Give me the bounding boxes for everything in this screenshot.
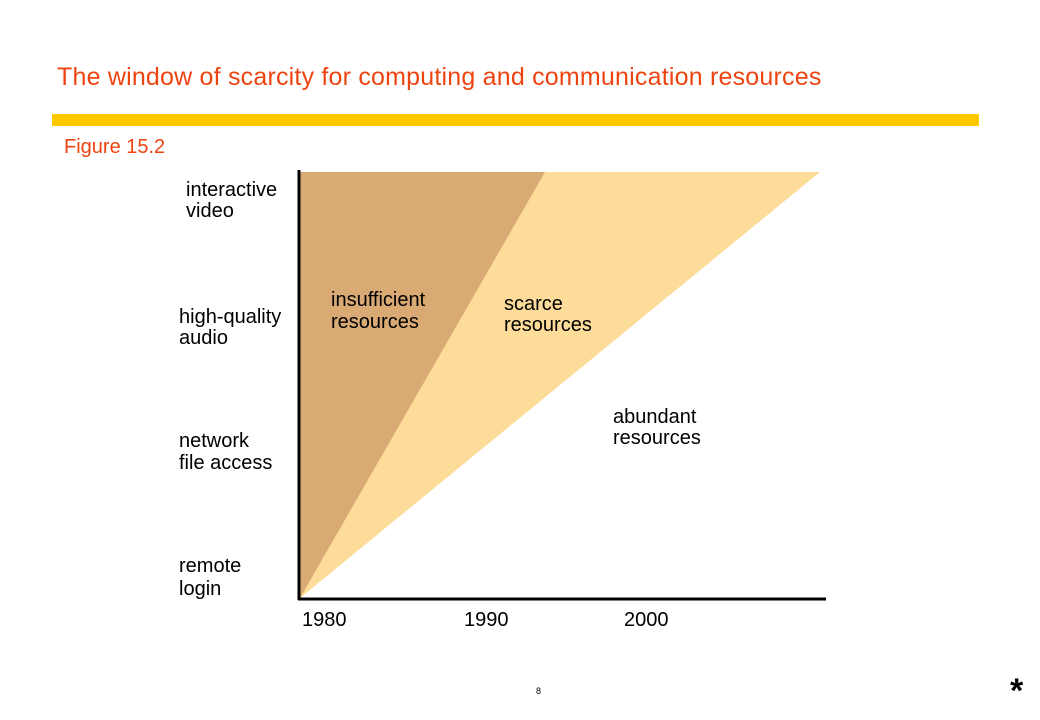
region-label-abundant-line1: abundant [613,406,697,428]
y-label-remote-login-line1: remote [179,555,241,577]
region-label-scarce-line1: scarce [504,293,563,315]
region-label-insufficient-line1: insufficient [331,289,426,311]
region-label-insufficient-line2: resources [331,311,419,333]
y-label-network-file-access-line2: file access [179,452,272,474]
x-label-2000: 2000 [624,609,669,631]
region-label-abundant-line2: resources [613,427,701,449]
y-label-high-quality-audio-line2: audio [179,327,228,349]
y-label-interactive-video-line1: interactive [186,179,277,201]
insufficient-resources-region [300,172,545,598]
y-label-network-file-access-line1: network [179,430,250,452]
page-number: 8 [536,686,542,696]
y-label-high-quality-audio-line1: high-quality [179,306,281,328]
y-label-interactive-video-line2: video [186,200,234,222]
title-underline-bar [52,114,979,126]
y-label-remote-login-line2: login [179,578,221,600]
region-label-scarce-line2: resources [504,314,592,336]
asterisk-icon: * [1010,672,1024,710]
figure-label: Figure 15.2 [64,136,166,158]
x-label-1990: 1990 [464,609,509,631]
slide-title: The window of scarcity for computing and… [57,63,822,91]
x-label-1980: 1980 [302,609,347,631]
